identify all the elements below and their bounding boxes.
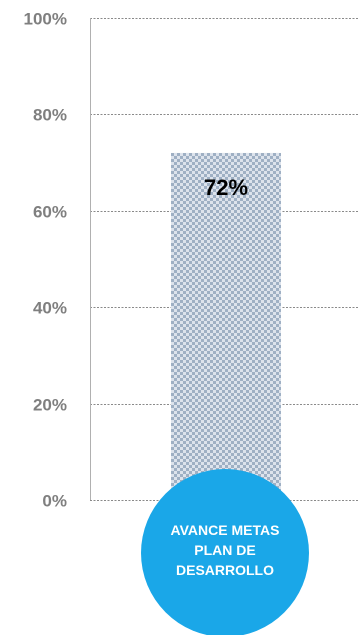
- category-label-line: AVANCE METAS: [171, 522, 280, 538]
- y-tick-label: 80%: [33, 106, 67, 125]
- y-tick-label: 60%: [33, 203, 67, 222]
- data-label: 72%: [204, 175, 248, 200]
- bar: [171, 152, 281, 500]
- category-badge: [141, 469, 309, 637]
- category-labels: AVANCE METAS PLAN DE DESARROLLO: [141, 469, 309, 637]
- y-tick-label: 20%: [33, 396, 67, 415]
- y-tick-label: 40%: [33, 299, 67, 318]
- category-label-line: DESARROLLO: [176, 562, 274, 578]
- y-tick-label: 0%: [42, 492, 67, 511]
- bars: [171, 152, 281, 500]
- y-axis: 0% 20% 40% 60% 80% 100%: [24, 10, 91, 511]
- y-tick-label: 100%: [24, 10, 67, 29]
- category-label-line: PLAN DE: [194, 542, 255, 558]
- data-labels: 72%: [204, 175, 248, 200]
